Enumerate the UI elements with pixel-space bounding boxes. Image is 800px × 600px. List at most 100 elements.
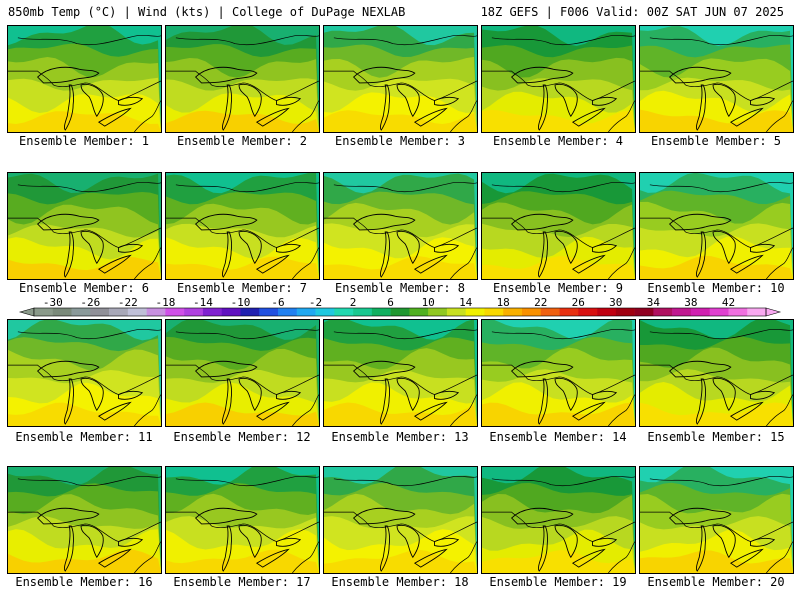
lake-outline [64,378,74,425]
boundary-line [292,100,319,132]
ensemble-member-map [323,466,478,574]
colorbar-outline [33,307,767,317]
lake-outline [434,243,460,253]
temperature-band [640,109,793,132]
lake-outline [510,360,574,378]
ensemble-member-map [7,319,162,427]
temperature-field [8,320,161,426]
colorbar-swatch [146,308,166,316]
colorbar-tick-label: -14 [193,296,213,309]
colorbar-swatch [503,308,523,316]
lake-outline [194,66,258,84]
boundary-line [491,475,635,486]
boundary-line [17,328,161,339]
colorbar-swatch [221,308,241,316]
ensemble-member-map [481,172,636,280]
lake-outline [668,66,732,84]
lake-outline [97,254,132,274]
member-label: Ensemble Member: 20 [647,575,785,589]
colorbar-tick-label: 14 [459,296,473,309]
temperature-band [8,402,161,426]
lake-outline [592,243,618,253]
lake-outline [352,507,416,525]
colorbar-swatch [109,308,129,316]
colorbar-swatch [353,308,373,316]
ensemble-member-map [323,172,478,280]
boundary-line [175,328,319,339]
boundary-line [491,328,635,339]
lake-outline [396,524,420,559]
lake-outline [80,230,104,265]
member-label: Ensemble Member: 16 [15,575,153,589]
temperature-field [324,467,477,573]
boundary-line [491,34,635,45]
boundary-line [134,247,161,279]
boundary-line [8,217,161,248]
lake-outline [510,507,574,525]
colorbar-tick-label: -2 [309,296,322,309]
boundary-line [482,217,635,248]
lake-outline [413,107,448,127]
lake-outline [712,524,736,559]
colorbar-swatch [597,308,617,316]
colorbar-tick-label: 42 [722,296,735,309]
boundary-line [640,364,793,395]
boundary-line [17,181,161,192]
lake-outline [380,84,390,131]
colorbar-tick-label: -10 [231,296,251,309]
lake-outline [712,377,736,412]
boundary-line [324,217,477,248]
boundary-line [482,364,635,395]
lake-outline [64,84,74,131]
boundary-line [450,100,477,132]
temperature-band [8,256,161,279]
temperature-field [482,320,635,426]
temperature-field [166,26,319,132]
temperature-band [482,402,635,426]
boundary-line [333,328,477,339]
ensemble-member-map [165,172,320,280]
colorbar-swatch [278,308,298,316]
boundary-line [333,181,477,192]
temperature-band [166,256,319,279]
lake-outline [238,524,262,559]
lake-outline [396,230,420,265]
lake-outline [352,360,416,378]
boundary-line [166,217,319,248]
boundary-line [649,475,793,486]
ensemble-member-map [639,25,794,133]
lake-outline [571,548,606,568]
boundary-line [292,247,319,279]
lake-outline [276,537,302,547]
temperature-band [8,111,161,132]
boundary-line [766,100,793,132]
boundary-line [482,511,635,542]
colorbar-swatch [390,308,410,316]
ensemble-member-map [165,25,320,133]
member-label: Ensemble Member: 11 [15,430,153,444]
ensemble-member-map [323,25,478,133]
colorbar-swatch [634,308,654,316]
boundary-line [17,34,161,45]
ensemble-member-map [481,466,636,574]
boundary-line [324,364,477,395]
colorbar-swatch [615,308,635,316]
lake-outline [276,390,302,400]
chart-title: 850mb Temp (°C) | Wind (kts) | College o… [8,5,406,19]
lake-outline [668,507,732,525]
colorbar-tick-label: -6 [271,296,284,309]
temperature-band [324,402,477,426]
lake-outline [538,84,548,131]
lake-outline [118,390,144,400]
boundary-line [175,475,319,486]
member-label: Ensemble Member: 3 [334,134,466,148]
temperature-band [324,110,477,132]
colorbar-tick-label: 6 [387,296,394,309]
lake-outline [194,507,258,525]
lake-outline [729,401,764,421]
temperature-band [166,402,319,426]
lake-outline [80,377,104,412]
boundary-line [324,70,477,101]
lake-outline [238,83,262,118]
member-label: Ensemble Member: 12 [173,430,311,444]
